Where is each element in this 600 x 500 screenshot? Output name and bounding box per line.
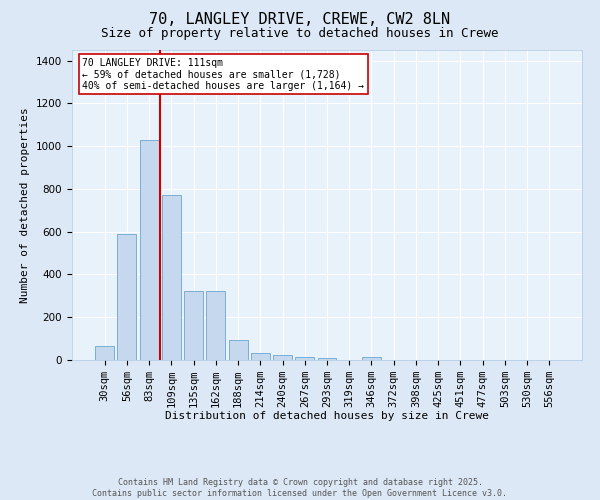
Bar: [206, 290, 225, 360]
Text: Size of property relative to detached houses in Crewe: Size of property relative to detached ho…: [101, 28, 499, 40]
Bar: [295, 357, 314, 360]
Bar: [273, 354, 292, 360]
Text: 70, LANGLEY DRIVE, CREWE, CW2 8LN: 70, LANGLEY DRIVE, CREWE, CW2 8LN: [149, 12, 451, 28]
Bar: [162, 196, 181, 360]
Bar: [118, 234, 136, 360]
Bar: [362, 357, 381, 360]
Bar: [317, 358, 337, 360]
Bar: [184, 290, 203, 360]
X-axis label: Distribution of detached houses by size in Crewe: Distribution of detached houses by size …: [165, 412, 489, 422]
Text: Contains HM Land Registry data © Crown copyright and database right 2025.
Contai: Contains HM Land Registry data © Crown c…: [92, 478, 508, 498]
Y-axis label: Number of detached properties: Number of detached properties: [20, 107, 31, 303]
Text: 70 LANGLEY DRIVE: 111sqm
← 59% of detached houses are smaller (1,728)
40% of sem: 70 LANGLEY DRIVE: 111sqm ← 59% of detach…: [82, 58, 364, 91]
Bar: [251, 352, 270, 360]
Bar: [140, 140, 158, 360]
Bar: [229, 340, 248, 360]
Bar: [95, 346, 114, 360]
